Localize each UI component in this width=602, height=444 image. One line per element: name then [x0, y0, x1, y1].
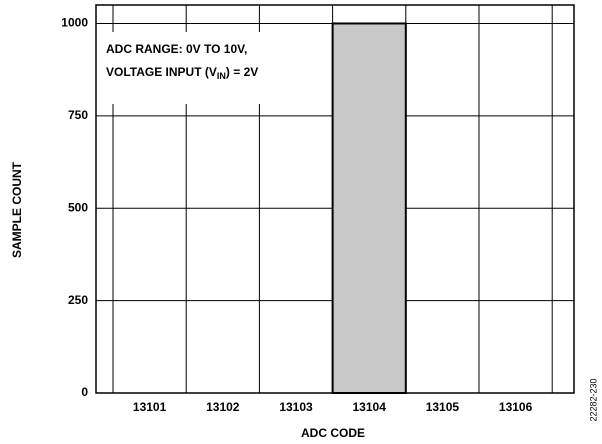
- y-tick-label: 250: [68, 293, 88, 307]
- annotation-line2: VOLTAGE INPUT (VIN) = 2V: [106, 65, 258, 81]
- x-tick-label: 13102: [206, 400, 240, 414]
- x-tick-label: 13101: [133, 400, 167, 414]
- annotation-line1: ADC RANGE: 0V TO 10V,: [106, 42, 247, 56]
- y-tick-label: 500: [68, 200, 88, 214]
- bar: [331, 22, 407, 394]
- y-axis-label: SAMPLE COUNT: [10, 161, 24, 258]
- x-tick-label: 13106: [499, 400, 533, 414]
- x-tick-label: 13103: [279, 400, 313, 414]
- annotation-text: ) = 2V: [226, 65, 258, 79]
- annotation-text: VOLTAGE INPUT (V: [106, 65, 217, 79]
- y-tick-label: 750: [68, 108, 88, 122]
- bar-layer: [331, 22, 407, 394]
- y-tick-label: 0: [81, 385, 88, 399]
- plot-frame: [95, 4, 575, 394]
- x-axis-label: ADC CODE: [301, 426, 365, 440]
- annotation-subscript: IN: [217, 71, 226, 81]
- x-tick-label: 13104: [353, 400, 387, 414]
- figure-id: 22282-230: [588, 378, 598, 421]
- annotation-box: [98, 32, 330, 104]
- y-tick-label: 1000: [61, 16, 88, 30]
- x-tick-label: 13105: [426, 400, 460, 414]
